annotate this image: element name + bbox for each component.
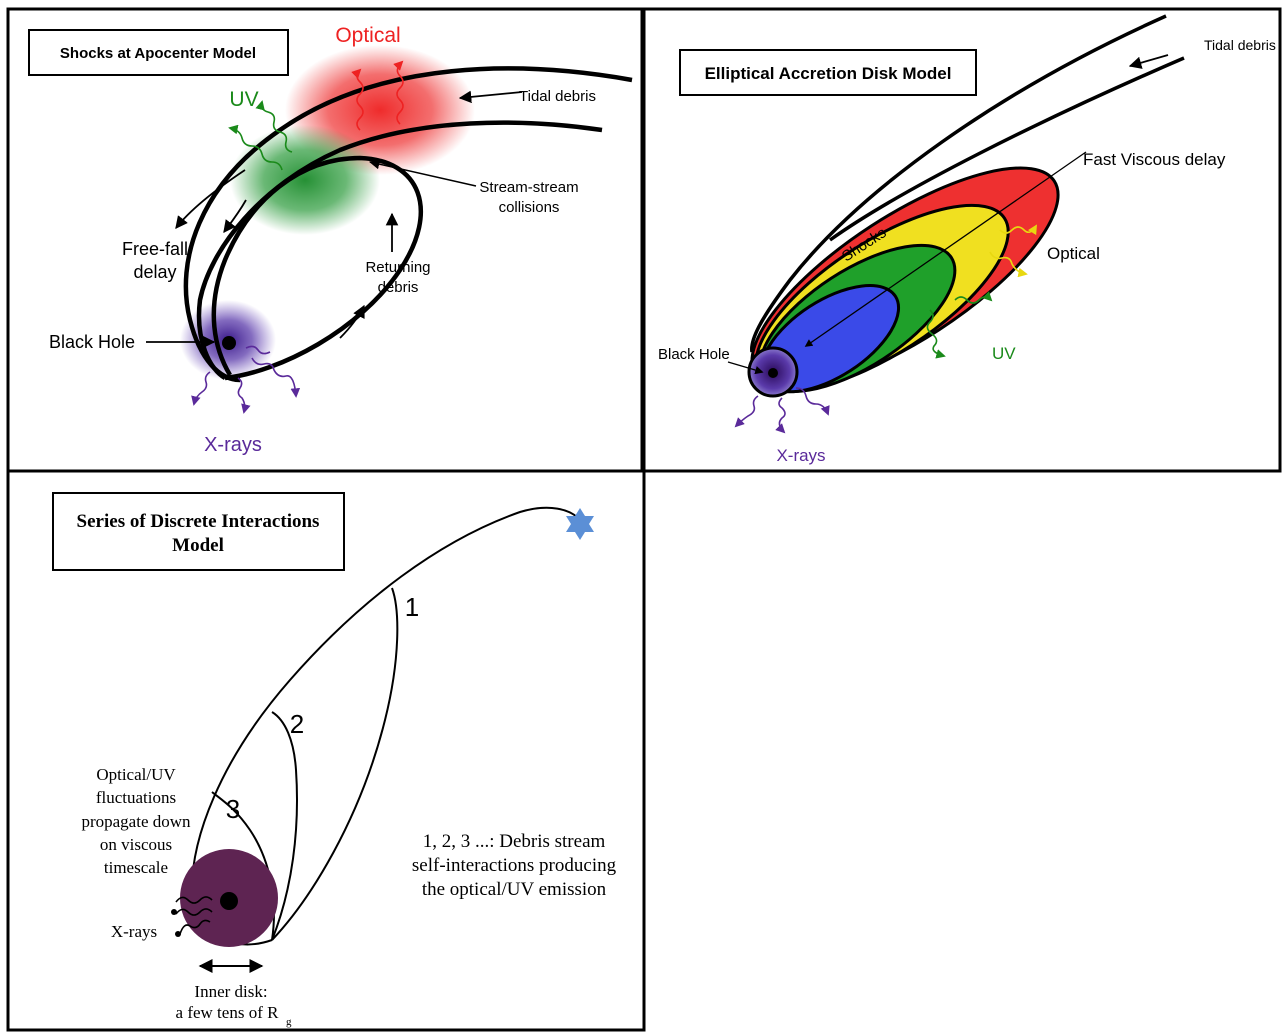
black-hole-dot: [222, 336, 236, 350]
returning-debris-label-2: debris: [378, 279, 419, 296]
fluctuations-line-1: Optical/UV: [96, 765, 176, 784]
xray-squiggle-3: [179, 919, 211, 935]
star-icon: [566, 508, 594, 540]
stream-collisions-label-1: Stream-stream: [479, 179, 578, 196]
uv-photon-green-1: [926, 309, 946, 359]
xray-photon-2: [237, 377, 251, 414]
xray-squiggle-2: [175, 908, 213, 916]
interaction-number-3: 3: [226, 794, 240, 824]
stream-collisions-label-2: collisions: [499, 199, 560, 216]
xray-photon-2-3: [795, 387, 830, 416]
free-fall-label-2: delay: [133, 262, 176, 282]
optical-photon-yellow-2: [989, 251, 1028, 278]
uv-photon-1: [255, 100, 293, 153]
xray-photon-2-1: [734, 395, 759, 428]
fast-viscous-label: Fast Viscous delay: [1083, 150, 1226, 169]
uv-label: UV: [229, 88, 258, 111]
inner-debris-stream-2: [828, 56, 1185, 242]
xrays-label-3: X-rays: [111, 922, 157, 941]
xray-photon-3: [251, 357, 301, 398]
uv-label-2: UV: [992, 344, 1016, 363]
black-hole-label-2: Black Hole: [658, 346, 730, 363]
optical-photon-1: [351, 68, 364, 131]
panel-discrete: Series of Discrete Interactions Model 1 …: [52, 492, 617, 1028]
inner-disk-label-2: a few tens of R: [176, 1003, 280, 1022]
free-fall-arrow-inner: [223, 199, 247, 234]
xray-squiggle-1: [175, 896, 213, 904]
note-line-2: self-interactions producing: [412, 855, 617, 876]
xray-tip-2: [175, 931, 181, 937]
note-line-3: the optical/UV emission: [422, 879, 607, 900]
elliptical-title-box: [679, 49, 977, 96]
elliptical-title: Elliptical Accretion Disk Model: [705, 64, 952, 83]
xray-photon-4: [245, 345, 271, 355]
orbit-direction-arrow: [339, 304, 365, 339]
interaction-number-1: 1: [405, 592, 419, 622]
xrays-label-2: X-rays: [776, 446, 825, 465]
tidal-debris-arrow-2: [1128, 54, 1169, 69]
panel-apocenter: Shocks at Apocenter Model Optical UV Tid…: [28, 24, 633, 456]
black-hole-dot-2: [768, 368, 778, 378]
panel-elliptical: Elliptical Accretion Disk Model Tidal de…: [658, 14, 1276, 465]
outer-debris-stream-2: [750, 14, 1167, 353]
interaction-number-2: 2: [290, 709, 304, 739]
optical-label-2: Optical: [1047, 244, 1100, 263]
stream-interaction-2: [271, 711, 298, 941]
xray-photon-1: [191, 371, 211, 406]
black-hole-pointer-2: [727, 361, 764, 375]
fast-viscous-arrow: [804, 151, 1087, 347]
fluctuations-line-2: fluctuations: [96, 788, 176, 807]
optical-photon-2: [393, 60, 404, 125]
free-fall-arrow-outer: [175, 169, 246, 229]
discrete-title-1: Series of Discrete Interactions: [77, 511, 320, 532]
inner-disk-label-1: Inner disk:: [194, 982, 267, 1001]
stream-interaction-1: [271, 587, 399, 941]
uv-emission-blob: [230, 125, 380, 235]
panel-elliptical-border: [642, 7, 1282, 473]
free-fall-label-1: Free-fall: [122, 239, 188, 259]
uv-photon-2: [228, 124, 283, 171]
xray-tip-1: [171, 909, 177, 915]
tidal-debris-label: Tidal debris: [519, 88, 596, 105]
returning-debris-label-1: Returning: [365, 259, 430, 276]
xray-photon-2-2: [775, 397, 786, 434]
panel-discrete-border: [6, 469, 646, 1032]
fluctuations-line-4: on viscous: [100, 835, 172, 854]
black-hole-dot-3: [220, 892, 238, 910]
tidal-debris-arrow: [458, 90, 523, 104]
xrays-label: X-rays: [204, 434, 262, 456]
apocenter-title: Shocks at Apocenter Model: [60, 45, 256, 62]
discrete-title-box: [52, 492, 345, 571]
optical-label: Optical: [335, 24, 400, 47]
fluctuations-line-3: propagate down: [81, 812, 191, 831]
note-line-1: 1, 2, 3 ...: Debris stream: [423, 831, 606, 852]
outer-debris-stream: [183, 66, 633, 383]
optical-photon-yellow-1: [999, 224, 1037, 236]
discrete-title-2: Model: [172, 535, 224, 556]
fluctuations-line-5: timescale: [104, 858, 168, 877]
tidal-debris-label-2: Tidal debris: [1204, 37, 1276, 53]
stream-collision-pointer: [368, 158, 477, 187]
black-hole-label: Black Hole: [49, 332, 135, 352]
uv-photon-green-2: [954, 291, 993, 304]
inner-disk-subscript: g: [286, 1016, 292, 1028]
apocenter-title-box: [28, 29, 289, 76]
orbit-ellipse: [211, 155, 424, 381]
